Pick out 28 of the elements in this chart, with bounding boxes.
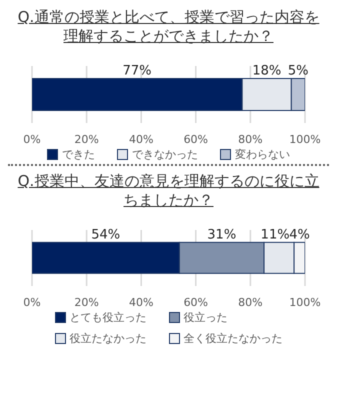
x-tick-label: 100% xyxy=(289,132,321,146)
x-tick-label: 0% xyxy=(23,132,41,146)
data-label: 54% xyxy=(91,227,120,242)
legend-label: 全く役立たなかった xyxy=(184,331,282,346)
data-label: 31% xyxy=(207,227,236,242)
x-tick-label: 60% xyxy=(184,132,208,146)
x-tick-label: 20% xyxy=(74,132,99,146)
data-label: 77% xyxy=(122,64,152,79)
legend-label: 役立たなかった xyxy=(70,331,146,346)
data-label: 5% xyxy=(288,64,308,79)
legend-label: とても役立った xyxy=(70,310,146,325)
legend-label: 役立った xyxy=(184,310,228,325)
x-tick-label: 80% xyxy=(238,132,263,146)
legend-label: できた xyxy=(62,147,95,162)
data-label: 11% xyxy=(260,227,290,242)
legend-label: できなかった xyxy=(132,147,198,162)
x-tick-label: 40% xyxy=(128,132,154,146)
legend-label: 変わらない xyxy=(235,147,290,162)
x-tick-label: 0% xyxy=(23,296,41,309)
chart-title: Q.授業中、友達の意見を理解するのに役に立ちましたか？ xyxy=(16,172,320,210)
x-tick-label: 20% xyxy=(74,296,99,309)
data-label: 18% xyxy=(252,64,282,79)
data-label: 4% xyxy=(289,227,310,242)
x-tick-label: 60% xyxy=(184,296,208,309)
x-tick-label: 40% xyxy=(128,296,154,309)
x-tick-label: 80% xyxy=(238,296,263,309)
chart-title: Q.通常の授業と比べて、授業で習った内容を理解することができましたか？ xyxy=(16,8,320,46)
x-tick-label: 100% xyxy=(289,296,321,309)
